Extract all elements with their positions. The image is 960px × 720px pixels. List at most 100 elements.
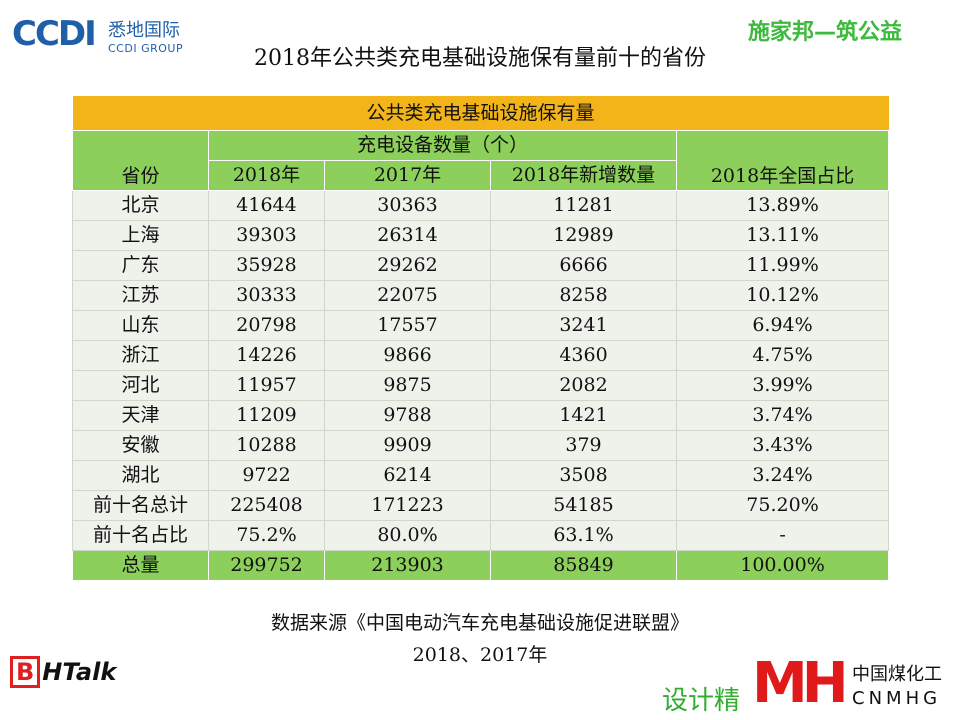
table-cell: 3.74% [675,400,890,431]
table-cell: 13.11% [675,220,890,251]
table-cell: 江苏 [72,280,209,311]
table-cell: 9722 [208,460,325,491]
table-cell: 3.43% [675,430,890,461]
table-cell: 39303 [208,220,325,251]
bhtalk-logo-b: B [10,656,41,688]
table-cell: 171223 [324,490,491,521]
table-cell: 29262 [324,250,491,281]
table-row: 浙江 14226 9866 4360 4.75% [72,340,890,371]
table-total-cell: 100.00% [675,550,890,581]
table-cell: 北京 [72,190,209,221]
table-row: 北京 41644 30363 11281 13.89% [72,190,890,221]
table-cell: 10288 [208,430,325,461]
charging-table: 公共类充电基础设施保有量 省份 充电设备数量（个） 2018年全国占比 2018… [72,96,890,581]
table-cell: 11957 [208,370,325,401]
table-row: 安徽 10288 9909 379 3.43% [72,430,890,461]
table-cell: 3241 [490,310,677,341]
table-row: 山东 20798 17557 3241 6.94% [72,310,890,341]
bhtalk-logo-text: HTalk [42,658,117,686]
source-text: 数据来源《中国电动汽车充电基础设施促进联盟》 [270,612,689,634]
ccdi-logo-cn: 悉地国际 [108,20,180,41]
table-cell: 河北 [72,370,209,401]
table-cell: 75.2% [208,520,325,551]
table-total-cell: 85849 [490,550,677,581]
table-cell: 9866 [324,340,491,371]
table-cell: 41644 [208,190,325,221]
table-cell: 11281 [490,190,677,221]
design-text: 设计精 [662,686,741,716]
source-years: 2018、2017年 [412,644,548,666]
brand-top-right: 施家邦—筑公益 [748,20,903,45]
table-subheader-row: 2018年 2017年 2018年新增数量 [73,160,889,191]
ccdi-logo-mark: CCDI [12,14,97,54]
header-new: 2018年新增数量 [490,160,677,191]
table-cell: 30363 [324,190,491,221]
ccdi-logo: CCDI 悉地国际 CCDI GROUP [12,10,212,60]
table-cell: 6.94% [675,310,890,341]
table-cell: 35928 [208,250,325,281]
table-row: 广东 35928 29262 6666 11.99% [72,250,890,281]
table-cell: 1421 [490,400,677,431]
table-cell: 浙江 [72,340,209,371]
table-header-row: 省份 充电设备数量（个） 2018年全国占比 [72,130,890,191]
table-cell: 安徽 [72,430,209,461]
table-cell: 3.99% [675,370,890,401]
table-total-cell: 299752 [208,550,325,581]
table-total-row: 总量 299752 213903 85849 100.00% [72,550,890,581]
bhtalk-logo: B HTalk [10,656,116,688]
table-cell: 75.20% [675,490,890,521]
table-row: 江苏 30333 22075 8258 10.12% [72,280,890,311]
cnmhg-logo-cn: 中国煤化工 [852,664,942,685]
table-cell: 17557 [324,310,491,341]
table-cell: 26314 [324,220,491,251]
header-share: 2018年全国占比 [675,130,890,191]
table-cell: 14226 [208,340,325,371]
header-group: 充电设备数量（个） [208,130,677,161]
header-2017: 2017年 [324,160,491,191]
table-title: 公共类充电基础设施保有量 [72,96,889,131]
table-cell: 前十名总计 [72,490,209,521]
table-cell: 11.99% [675,250,890,281]
table-cell: 379 [490,430,677,461]
table-cell: 9788 [324,400,491,431]
table-row: 河北 11957 9875 2082 3.99% [72,370,890,401]
table-cell: 3508 [490,460,677,491]
table-cell: 225408 [208,490,325,521]
table-row: 前十名总计 225408 171223 54185 75.20% [72,490,890,521]
table-cell: 4.75% [675,340,890,371]
header-2018: 2018年 [208,160,325,191]
table-row: 上海 39303 26314 12989 13.11% [72,220,890,251]
table-cell: 6666 [490,250,677,281]
table-row: 湖北 9722 6214 3508 3.24% [72,460,890,491]
table-cell: 广东 [72,250,209,281]
table-cell: 10.12% [675,280,890,311]
table-cell: 2082 [490,370,677,401]
table-total-cell: 213903 [324,550,491,581]
table-cell: 20798 [208,310,325,341]
table-cell: 湖北 [72,460,209,491]
table-cell: 63.1% [490,520,677,551]
cnmhg-logo-mark: MH [752,651,849,716]
table-total-cell: 总量 [72,550,209,581]
table-cell: 13.89% [675,190,890,221]
table-cell: 9909 [324,430,491,461]
table-cell: 11209 [208,400,325,431]
ccdi-logo-en: CCDI GROUP [108,42,184,55]
table-cell: 天津 [72,400,209,431]
table-cell: 30333 [208,280,325,311]
table-cell: 4360 [490,340,677,371]
table-cell: 80.0% [324,520,491,551]
table-cell: 22075 [324,280,491,311]
table-row: 天津 11209 9788 1421 3.74% [72,400,890,431]
header-province: 省份 [72,130,209,191]
cnmhg-logo-en: CNMHG [852,688,942,709]
table-cell: 山东 [72,310,209,341]
table-cell: 上海 [72,220,209,251]
table-cell: 54185 [490,490,677,521]
table-cell: 9875 [324,370,491,401]
table-cell: - [675,520,890,551]
table-cell: 8258 [490,280,677,311]
table-cell: 6214 [324,460,491,491]
table-title-row: 公共类充电基础设施保有量 [72,96,889,131]
table-cell: 12989 [490,220,677,251]
